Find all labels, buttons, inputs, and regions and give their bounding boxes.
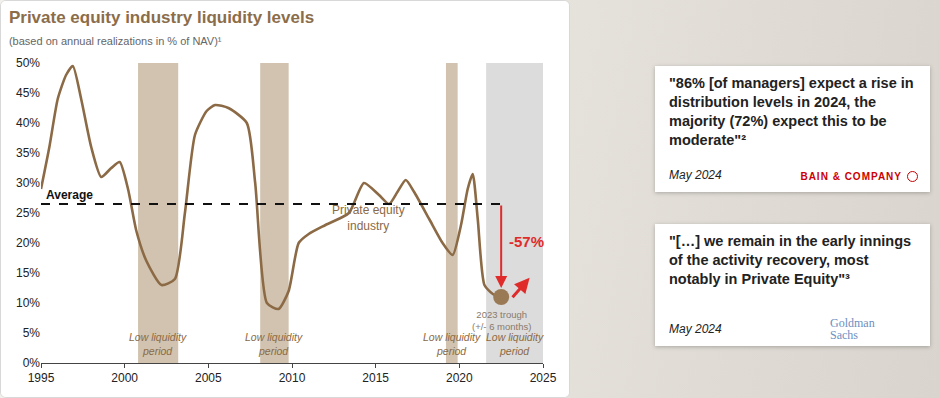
svg-text:Private equityindustry: Private equityindustry [332, 203, 405, 233]
svg-text:Low liquidityperiod: Low liquidityperiod [423, 331, 481, 357]
svg-text:2025: 2025 [530, 371, 557, 385]
svg-text:20%: 20% [16, 236, 40, 250]
svg-text:10%: 10% [16, 296, 40, 310]
svg-text:2015: 2015 [362, 371, 389, 385]
svg-text:-57%: -57% [509, 233, 544, 250]
svg-text:Low liquidityperiod: Low liquidityperiod [486, 331, 544, 357]
html-text:"86% [of managers] expect a ri: "86% [of managers] expect a rise in dist… [669, 75, 914, 148]
svg-text:2023 trough(+/- 6 months): 2023 trough(+/- 6 months) [472, 309, 531, 332]
svg-text:30%: 30% [16, 176, 40, 190]
html-text:Goldman Sachs: Goldman Sachs [830, 315, 875, 343]
svg-text:35%: 35% [16, 146, 40, 160]
svg-text:40%: 40% [16, 116, 40, 130]
svg-text:Low liquidityperiod: Low liquidityperiod [245, 331, 303, 357]
svg-text:2005: 2005 [195, 371, 222, 385]
svg-text:2010: 2010 [279, 371, 306, 385]
svg-text:Low liquidityperiod: Low liquidityperiod [129, 331, 187, 357]
html-text:"[…] we remain in the early in: "[…] we remain in the early innings of t… [669, 233, 912, 287]
svg-text:45%: 45% [16, 86, 40, 100]
html-text:May 2024: May 2024 [669, 168, 722, 182]
svg-text:15%: 15% [16, 266, 40, 280]
svg-text:5%: 5% [23, 326, 41, 340]
svg-text:1995: 1995 [28, 371, 55, 385]
svg-text:Private equity industry liquid: Private equity industry liquidity levels… [9, 8, 314, 47]
svg-text:2020: 2020 [446, 371, 473, 385]
svg-text:Average: Average [46, 188, 93, 202]
svg-text:50%: 50% [16, 56, 40, 70]
svg-text:2000: 2000 [111, 371, 138, 385]
html-text:BAIN & COMPANY: BAIN & COMPANY [800, 171, 902, 182]
html-text:May 2024: May 2024 [669, 322, 722, 336]
svg-text:25%: 25% [16, 206, 40, 220]
svg-text:0%: 0% [23, 356, 41, 370]
